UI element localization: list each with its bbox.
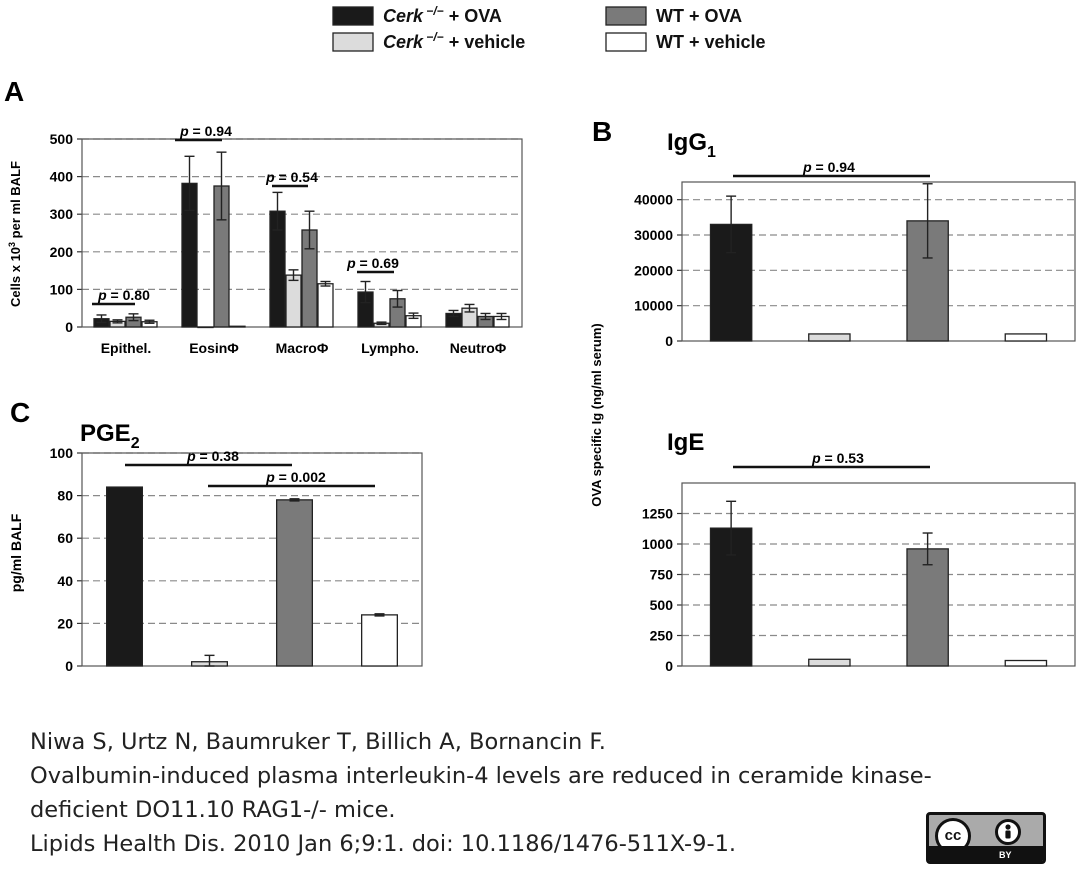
- bar: [1004, 659, 1048, 667]
- citation-title-2: deficient DO11.10 RAG1-/- mice.: [30, 797, 396, 823]
- y-axis-label-b: OVA specific Ig (ng/ml serum): [589, 323, 604, 506]
- x-tick-label: EosinΦ: [189, 340, 239, 356]
- legend-swatch: [332, 6, 374, 26]
- by-label: BY: [999, 850, 1012, 860]
- y-tick-label: 30000: [634, 227, 673, 243]
- p-value-label: p = 0.69: [346, 255, 399, 271]
- y-tick-label: 500: [650, 597, 674, 613]
- p-value-label: p = 0.94: [179, 123, 232, 139]
- x-tick-label: NeutroΦ: [450, 340, 507, 356]
- y-tick-label: 400: [50, 169, 74, 185]
- legend-swatch: [605, 6, 647, 26]
- y-tick-label: 20000: [634, 262, 673, 278]
- bar: [906, 548, 949, 667]
- y-tick-label: 300: [50, 206, 74, 222]
- y-tick-label: 80: [57, 488, 73, 504]
- y-tick-label: 10000: [634, 298, 673, 314]
- x-tick-label: Epithel.: [101, 340, 152, 356]
- p-value-label: p = 0.38: [186, 448, 239, 464]
- license-strip: [929, 846, 1043, 861]
- citation-authors: Niwa S, Urtz N, Baumruker T, Billich A, …: [30, 729, 606, 755]
- y-tick-label: 40: [57, 573, 73, 589]
- chart-title: IgG1: [667, 129, 716, 161]
- y-tick-label: 0: [65, 319, 73, 335]
- panel-label-a: A: [4, 76, 24, 107]
- x-tick-label: Lympho.: [361, 340, 419, 356]
- bar: [1004, 333, 1048, 342]
- y-tick-label: 250: [650, 628, 674, 644]
- y-tick-label: 500: [50, 131, 74, 147]
- chart-b-igg1: 0 10000 20000 30000 40000 IgG1 p = 0.94: [634, 129, 1076, 349]
- panel-label-b: B: [592, 116, 612, 147]
- p-value-label: p = 0.80: [97, 287, 150, 303]
- y-axis-label-c: pg/ml BALF: [8, 513, 24, 592]
- y-tick-label: 40000: [634, 192, 673, 208]
- x-tick-label: MacroΦ: [276, 340, 329, 356]
- bar: [197, 326, 214, 329]
- citation-journal: Lipids Health Dis. 2010 Jan 6;9:1. doi: …: [30, 831, 737, 857]
- chart-title: PGE2: [80, 420, 140, 452]
- p-value-label: p = 0.94: [802, 159, 855, 175]
- y-tick-label: 1000: [642, 536, 673, 552]
- plot-frame: [681, 482, 1076, 667]
- legend-label: WT + vehicle: [656, 32, 766, 52]
- legend-label: Cerk −/− + vehicle: [383, 30, 525, 52]
- cc-by-license-badge[interactable]: cc BY: [926, 812, 1046, 864]
- y-tick-label: 60: [57, 530, 73, 546]
- citation-title-1: Ovalbumin-induced plasma interleukin-4 l…: [30, 763, 932, 789]
- y-tick-label: 0: [665, 333, 673, 349]
- y-tick-label: 0: [65, 658, 73, 674]
- y-tick-label: 750: [650, 567, 674, 583]
- bar: [360, 614, 398, 667]
- bar: [229, 325, 246, 328]
- attribution-person-icon: [995, 819, 1021, 845]
- legend-swatch: [605, 32, 647, 52]
- bar: [808, 333, 851, 342]
- bar: [317, 283, 334, 328]
- p-value-label: p = 0.53: [811, 450, 864, 466]
- y-tick-label: 1250: [642, 506, 673, 522]
- bar: [709, 223, 753, 342]
- y-tick-label: 0: [665, 658, 673, 674]
- y-axis-label: Cells x 103 per ml BALF: [7, 161, 23, 307]
- bar: [285, 274, 302, 328]
- legend-label: Cerk −/− + OVA: [383, 4, 502, 26]
- y-tick-label: 200: [50, 244, 74, 260]
- legend-swatch: [332, 32, 374, 52]
- bar: [808, 658, 851, 667]
- chart-title: IgE: [667, 429, 704, 456]
- y-tick-label: 100: [50, 445, 74, 461]
- chart-b-ige: 0 250 500 750 1000 1250 IgE p = 0.53: [642, 429, 1076, 674]
- chart-c-pge2: 0 20 40 60 80 100 PGE2 p = 0.38 p = 0.002: [50, 420, 423, 674]
- citation: Niwa S, Urtz N, Baumruker T, Billich A, …: [30, 725, 1070, 861]
- panel-label-c: C: [10, 397, 30, 428]
- plot-frame: [681, 181, 1076, 342]
- bar: [275, 499, 313, 667]
- p-value-label: p = 0.54: [265, 169, 318, 185]
- plot-frame: [81, 452, 423, 667]
- p-value-label: p = 0.002: [265, 469, 326, 485]
- y-tick-label: 20: [57, 615, 73, 631]
- y-tick-label: 100: [50, 281, 74, 297]
- legend-label: WT + OVA: [656, 6, 742, 26]
- bar: [106, 486, 144, 667]
- chart-a: 0 100 200 300 400 500 Epithel. EosinΦ MacroΦ Lymp…: [7, 123, 523, 356]
